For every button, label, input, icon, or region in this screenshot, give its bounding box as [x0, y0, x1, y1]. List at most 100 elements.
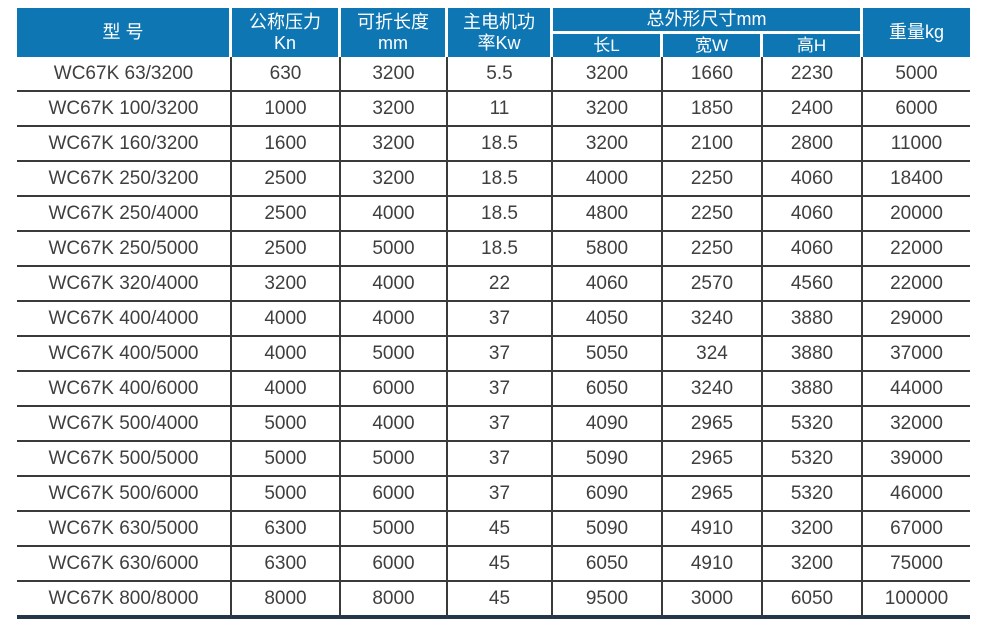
table-cell: 18.5	[448, 232, 553, 267]
table-cell: WC67K 250/4000	[17, 197, 232, 232]
table-cell: 6300	[232, 547, 341, 582]
table-row: WC67K 63/3200 630 3200 5.5 3200 1660 2230 5000	[17, 57, 970, 92]
table-cell: 37	[448, 407, 553, 442]
table-cell: 37000	[863, 337, 970, 372]
table-cell: 1850	[663, 92, 763, 127]
col-header-motor-power-line1: 主电机功	[463, 11, 535, 32]
table-cell: 4050	[553, 302, 663, 337]
col-header-fold-length-line1: 可折长度	[357, 11, 429, 32]
table-cell: 5000	[341, 512, 448, 547]
spec-table-container: 型 号 公称压力 Kn 可折长度 mm 主电机功 率Kw 总外形尺寸mm 重量k…	[17, 8, 970, 619]
table-cell: 2800	[763, 127, 863, 162]
table-row: WC67K 250/3200 2500 3200 18.5 4000 2250 4060 18…	[17, 162, 970, 197]
table-body: WC67K 63/3200 630 3200 5.5 3200 1660 2230 5000 W…	[17, 57, 970, 619]
table-cell: 5.5	[448, 57, 553, 92]
table-cell: 45	[448, 547, 553, 582]
table-cell: 6000	[341, 372, 448, 407]
table-cell: WC67K 500/5000	[17, 442, 232, 477]
table-cell: 3240	[663, 372, 763, 407]
header-row-top: 型 号 公称压力 Kn 可折长度 mm 主电机功 率Kw 总外形尺寸mm 重量k…	[17, 8, 970, 57]
table-cell: 4910	[663, 512, 763, 547]
table-cell: 3880	[763, 302, 863, 337]
table-cell: WC67K 320/4000	[17, 267, 232, 302]
table-cell: 2250	[663, 197, 763, 232]
table-cell: 5000	[341, 442, 448, 477]
table-cell: 46000	[863, 477, 970, 512]
table-cell: 5090	[553, 442, 663, 477]
table-cell: 2500	[232, 162, 341, 197]
table-cell: WC67K 500/4000	[17, 407, 232, 442]
table-cell: 3200	[341, 162, 448, 197]
table-cell: 3200	[553, 92, 663, 127]
col-header-motor-power-line2: 率Kw	[477, 32, 521, 53]
table-cell: 6050	[553, 372, 663, 407]
table-cell: 4000	[341, 407, 448, 442]
table-row: WC67K 500/4000 5000 4000 37 4090 2965 5320 3200…	[17, 407, 970, 442]
col-header-pressure-line2: Kn	[273, 32, 297, 53]
table-cell: 4000	[232, 372, 341, 407]
table-row: WC67K 800/8000 8000 8000 45 9500 3000 6050 1000…	[17, 582, 970, 619]
table-cell: 5000	[232, 477, 341, 512]
table-cell: 6300	[232, 512, 341, 547]
col-header-dim-height: 高H	[763, 34, 863, 57]
col-header-model: 型 号	[17, 8, 232, 57]
table-cell: 3200	[341, 127, 448, 162]
table-cell: 4000	[232, 337, 341, 372]
table-cell: 5000	[863, 57, 970, 92]
table-row: WC67K 400/5000 4000 5000 37 5050 324 3880 37000	[17, 337, 970, 372]
table-cell: 3000	[663, 582, 763, 619]
col-header-dim-width: 宽W	[663, 34, 763, 57]
header-row-sub: 长L 宽W 高H	[17, 34, 970, 57]
table-cell: 2400	[763, 92, 863, 127]
table-cell: 4800	[553, 197, 663, 232]
table-cell: 2965	[663, 477, 763, 512]
table-cell: 4560	[763, 267, 863, 302]
col-header-model-label: 型 号	[102, 22, 144, 42]
table-cell: WC67K 250/5000	[17, 232, 232, 267]
table-row: WC67K 630/5000 6300 5000 45 5090 4910 3200 6700…	[17, 512, 970, 547]
table-cell: WC67K 160/3200	[17, 127, 232, 162]
table-cell: 37	[448, 302, 553, 337]
table-cell: 11	[448, 92, 553, 127]
table-cell: 6090	[553, 477, 663, 512]
table-cell: 9500	[553, 582, 663, 619]
table-cell: WC67K 500/6000	[17, 477, 232, 512]
table-cell: 4000	[341, 197, 448, 232]
table-cell: 4060	[763, 232, 863, 267]
table-cell: 6000	[341, 547, 448, 582]
table-cell: 2570	[663, 267, 763, 302]
table-cell: WC67K 400/4000	[17, 302, 232, 337]
table-cell: 6050	[553, 547, 663, 582]
table-row: WC67K 400/4000 4000 4000 37 4050 3240 3880 2900…	[17, 302, 970, 337]
table-cell: WC67K 63/3200	[17, 57, 232, 92]
col-header-dimensions-group: 总外形尺寸mm	[553, 8, 863, 34]
table-row: WC67K 400/6000 4000 6000 37 6050 3240 3880 4400…	[17, 372, 970, 407]
table-cell: 3880	[763, 372, 863, 407]
table-cell: 18.5	[448, 197, 553, 232]
table-cell: 4000	[341, 267, 448, 302]
table-cell: 4090	[553, 407, 663, 442]
table-cell: 37	[448, 477, 553, 512]
table-cell: 4000	[553, 162, 663, 197]
table-cell: 630	[232, 57, 341, 92]
table-cell: 4000	[232, 302, 341, 337]
table-cell: 4910	[663, 547, 763, 582]
table-cell: 39000	[863, 442, 970, 477]
table-cell: WC67K 250/3200	[17, 162, 232, 197]
table-cell: WC67K 400/6000	[17, 372, 232, 407]
table-cell: 18.5	[448, 162, 553, 197]
col-header-pressure-line1: 公称压力	[249, 11, 321, 32]
table-cell: 5800	[553, 232, 663, 267]
table-cell: 2500	[232, 232, 341, 267]
table-cell: 1000	[232, 92, 341, 127]
table-cell: 6000	[863, 92, 970, 127]
table-cell: 45	[448, 582, 553, 619]
table-cell: 5000	[341, 232, 448, 267]
col-header-weight: 重量kg	[863, 8, 970, 57]
table-cell: 2250	[663, 232, 763, 267]
table-cell: 37	[448, 337, 553, 372]
table-cell: 37	[448, 442, 553, 477]
table-cell: 22000	[863, 267, 970, 302]
table-cell: 2965	[663, 442, 763, 477]
table-cell: 324	[663, 337, 763, 372]
